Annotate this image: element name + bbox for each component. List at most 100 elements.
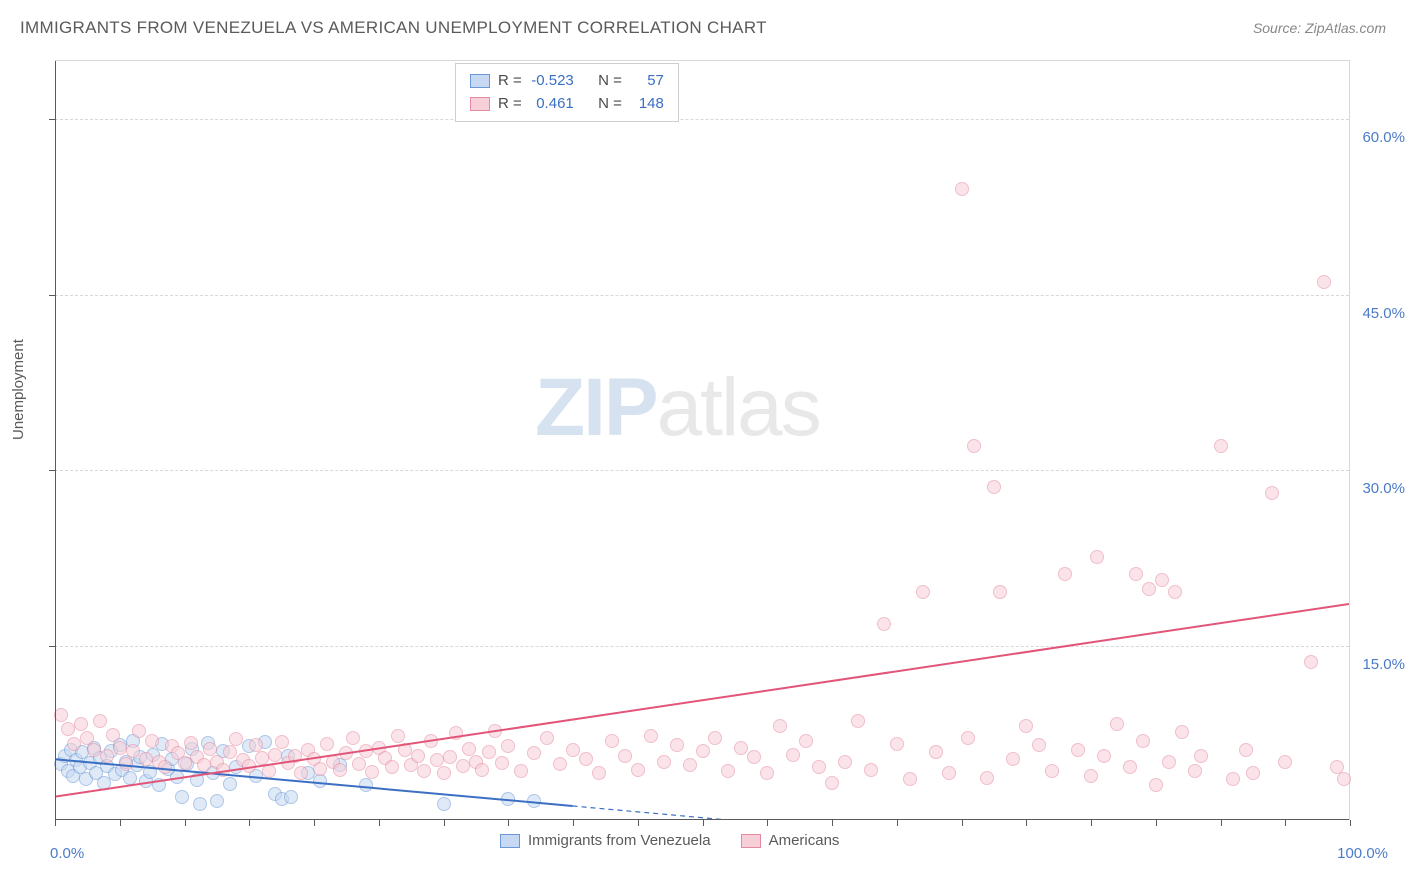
dot-american <box>721 764 735 778</box>
x-tick <box>444 820 445 826</box>
stats-swatch <box>470 97 490 111</box>
dot-american <box>456 759 470 773</box>
dot-venezuela <box>123 771 137 785</box>
dot-american <box>365 765 379 779</box>
dot-american <box>449 726 463 740</box>
dot-venezuela <box>527 794 541 808</box>
legend-item: Americans <box>741 832 840 849</box>
dot-american <box>1090 550 1104 564</box>
dot-american <box>1084 769 1098 783</box>
dot-american <box>527 746 541 760</box>
dot-american <box>119 757 133 771</box>
dot-american <box>1006 752 1020 766</box>
dot-american <box>987 480 1001 494</box>
gridline-h <box>55 646 1349 647</box>
dot-american <box>1278 755 1292 769</box>
y-axis-title: Unemployment <box>10 339 27 440</box>
x-tick <box>120 820 121 826</box>
dot-american <box>1162 755 1176 769</box>
dot-american <box>1175 725 1189 739</box>
x-tick <box>703 820 704 826</box>
dot-american <box>255 751 269 765</box>
dot-american <box>605 734 619 748</box>
x-tick <box>249 820 250 826</box>
x-tick <box>185 820 186 826</box>
dot-american <box>242 759 256 773</box>
dot-american <box>1071 743 1085 757</box>
dot-american <box>113 741 127 755</box>
dot-american <box>197 758 211 772</box>
dot-american <box>223 745 237 759</box>
dot-american <box>540 731 554 745</box>
legend-swatch <box>741 834 761 848</box>
dot-american <box>838 755 852 769</box>
dot-american <box>262 764 276 778</box>
x-tick <box>1350 820 1351 826</box>
dot-american <box>644 729 658 743</box>
dot-american <box>1317 275 1331 289</box>
dot-american <box>417 764 431 778</box>
dot-american <box>87 743 101 757</box>
dot-american <box>145 734 159 748</box>
dot-american <box>708 731 722 745</box>
dot-american <box>385 760 399 774</box>
dot-venezuela <box>193 797 207 811</box>
dot-american <box>1337 772 1351 786</box>
legend-label: Americans <box>769 832 840 849</box>
dot-american <box>670 738 684 752</box>
dot-american <box>1097 749 1111 763</box>
dot-american <box>1110 717 1124 731</box>
dot-american <box>579 752 593 766</box>
dot-american <box>1168 585 1182 599</box>
dot-american <box>1019 719 1033 733</box>
x-tick <box>314 820 315 826</box>
x-tick <box>508 820 509 826</box>
dot-american <box>184 736 198 750</box>
dot-american <box>1214 439 1228 453</box>
gridline-h <box>55 295 1349 296</box>
dot-american <box>61 722 75 736</box>
x-axis-label-min: 0.0% <box>50 845 84 862</box>
dot-american <box>864 763 878 777</box>
dot-american <box>54 708 68 722</box>
y-axis <box>55 61 56 820</box>
chart-header: IMMIGRANTS FROM VENEZUELA VS AMERICAN UN… <box>20 18 1386 38</box>
dot-venezuela <box>190 773 204 787</box>
dot-american <box>1246 766 1260 780</box>
legend-swatch <box>500 834 520 848</box>
dot-american <box>1032 738 1046 752</box>
dot-american <box>346 731 360 745</box>
dot-american <box>1123 760 1137 774</box>
dot-american <box>1188 764 1202 778</box>
dot-american <box>592 766 606 780</box>
dot-american <box>488 724 502 738</box>
dot-american <box>993 585 1007 599</box>
x-tick <box>55 820 56 826</box>
x-tick <box>379 820 380 826</box>
stat-r-value: -0.523 <box>530 70 574 93</box>
dot-american <box>890 737 904 751</box>
dot-american <box>696 744 710 758</box>
dot-american <box>126 744 140 758</box>
dot-venezuela <box>359 778 373 792</box>
dot-american <box>275 735 289 749</box>
legend-item: Immigrants from Venezuela <box>500 832 711 849</box>
dot-american <box>1045 764 1059 778</box>
dot-venezuela <box>175 790 189 804</box>
dot-american <box>812 760 826 774</box>
x-tick <box>1026 820 1027 826</box>
x-tick <box>573 820 574 826</box>
dot-american <box>67 737 81 751</box>
dot-american <box>288 749 302 763</box>
dot-american <box>786 748 800 762</box>
dot-american <box>482 745 496 759</box>
dot-american <box>1136 734 1150 748</box>
chart-plot-area: ZIPatlas 15.0%30.0%45.0%60.0% R =-0.523 … <box>55 60 1350 820</box>
stats-row: R =-0.523 N =57 <box>470 70 664 93</box>
dot-american <box>1226 772 1240 786</box>
dot-american <box>437 766 451 780</box>
dot-american <box>929 745 943 759</box>
dot-american <box>553 757 567 771</box>
x-tick <box>1221 820 1222 826</box>
dot-american <box>268 748 282 762</box>
